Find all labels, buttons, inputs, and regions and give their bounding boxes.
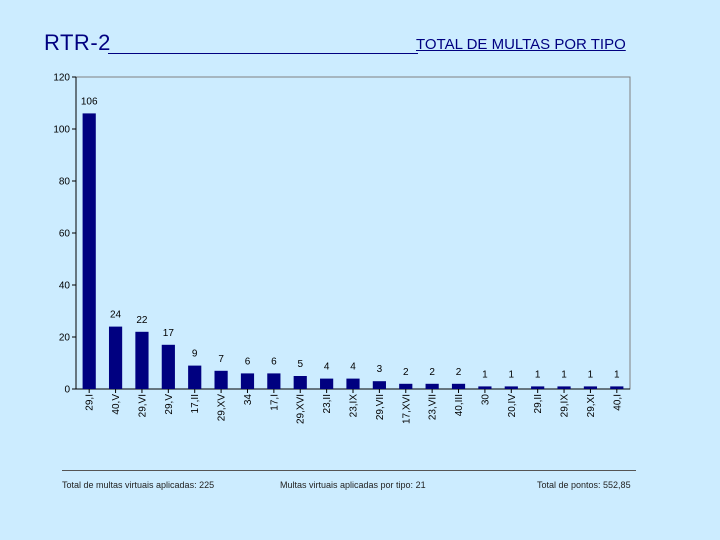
bar bbox=[372, 381, 386, 389]
bar bbox=[557, 386, 571, 389]
x-tick-label: 40,V bbox=[111, 394, 122, 415]
data-label: 22 bbox=[136, 315, 148, 326]
bar bbox=[531, 386, 545, 389]
x-tick-label: 29,I bbox=[85, 394, 96, 411]
bar bbox=[320, 378, 334, 389]
x-tick-label: 20,IV bbox=[507, 394, 518, 418]
data-label: 7 bbox=[218, 354, 224, 365]
data-label: 1 bbox=[535, 369, 541, 380]
data-label: 3 bbox=[377, 364, 383, 375]
y-tick-label: 120 bbox=[53, 73, 70, 84]
bar bbox=[267, 373, 281, 389]
footer-total-pontos: Total de pontos: 552,85 bbox=[537, 480, 631, 490]
bar bbox=[293, 376, 307, 389]
title-underline bbox=[108, 53, 418, 54]
footer-multas-por-tipo: Multas virtuais aplicadas por tipo: 21 bbox=[280, 480, 426, 490]
x-tick-label: 17,XVI bbox=[401, 394, 412, 424]
y-tick-label: 40 bbox=[59, 281, 71, 292]
data-label: 4 bbox=[350, 362, 356, 373]
x-tick-label: 29,V bbox=[164, 394, 175, 415]
x-tick-label: 29,XV bbox=[217, 394, 228, 422]
bar bbox=[399, 383, 413, 389]
plot-area bbox=[75, 76, 631, 390]
bar bbox=[504, 386, 518, 389]
bar bbox=[161, 344, 175, 389]
x-tick-label: 29,XI bbox=[586, 394, 597, 417]
data-label: 1 bbox=[482, 369, 488, 380]
x-tick-label: 23,VII bbox=[428, 394, 439, 420]
data-label: 4 bbox=[324, 362, 330, 373]
bar bbox=[583, 386, 598, 389]
chart-title: TOTAL DE MULTAS POR TIPO bbox=[416, 36, 626, 53]
x-tick-label: 23,IX bbox=[349, 394, 360, 418]
data-label: 24 bbox=[110, 310, 122, 321]
bar bbox=[610, 386, 624, 389]
x-tick-label: 23,II bbox=[322, 394, 333, 413]
x-tick-label: 29,II bbox=[533, 394, 544, 413]
slide-title: RTR-2 bbox=[44, 30, 111, 55]
y-tick-label: 20 bbox=[59, 333, 71, 344]
x-tick-label: 40,III bbox=[454, 394, 465, 416]
bar bbox=[135, 331, 149, 389]
x-tick-label: 34 bbox=[243, 394, 254, 406]
bar bbox=[214, 370, 228, 389]
x-tick-label: 29,IX bbox=[560, 394, 571, 418]
data-label: 2 bbox=[456, 367, 462, 378]
data-label: 1 bbox=[561, 369, 567, 380]
bar bbox=[108, 326, 123, 389]
x-tick-label: 30 bbox=[480, 394, 491, 406]
bar bbox=[346, 378, 360, 389]
bar bbox=[82, 113, 96, 390]
bar bbox=[451, 383, 466, 389]
data-label: 1 bbox=[614, 369, 620, 380]
y-tick-label: 80 bbox=[59, 177, 71, 188]
data-label: 17 bbox=[163, 328, 175, 339]
data-label: 1 bbox=[509, 369, 515, 380]
data-label: 6 bbox=[271, 356, 277, 367]
data-label: 5 bbox=[297, 359, 303, 370]
x-tick-label: 17,II bbox=[190, 394, 201, 413]
x-tick-label: 17,I bbox=[269, 394, 280, 411]
y-tick-label: 100 bbox=[53, 125, 70, 136]
bar bbox=[240, 373, 255, 389]
footer-total-multas: Total de multas virtuais aplicadas: 225 bbox=[62, 480, 215, 490]
x-tick-label: 40,I bbox=[612, 394, 623, 411]
data-label: 106 bbox=[81, 96, 98, 107]
x-tick-label: 29,VI bbox=[137, 394, 148, 417]
y-tick-label: 60 bbox=[59, 229, 71, 240]
data-label: 1 bbox=[588, 369, 594, 380]
data-label: 2 bbox=[403, 367, 409, 378]
footer-divider bbox=[62, 470, 636, 471]
y-tick-label: 0 bbox=[64, 385, 70, 396]
x-tick-label: 29,XVI bbox=[296, 394, 307, 424]
bar bbox=[188, 365, 202, 389]
data-label: 2 bbox=[429, 367, 435, 378]
data-label: 9 bbox=[192, 349, 198, 360]
data-label: 6 bbox=[245, 356, 251, 367]
x-tick-label: 29,VII bbox=[375, 394, 386, 420]
bar bbox=[425, 383, 439, 389]
bar bbox=[478, 386, 492, 389]
